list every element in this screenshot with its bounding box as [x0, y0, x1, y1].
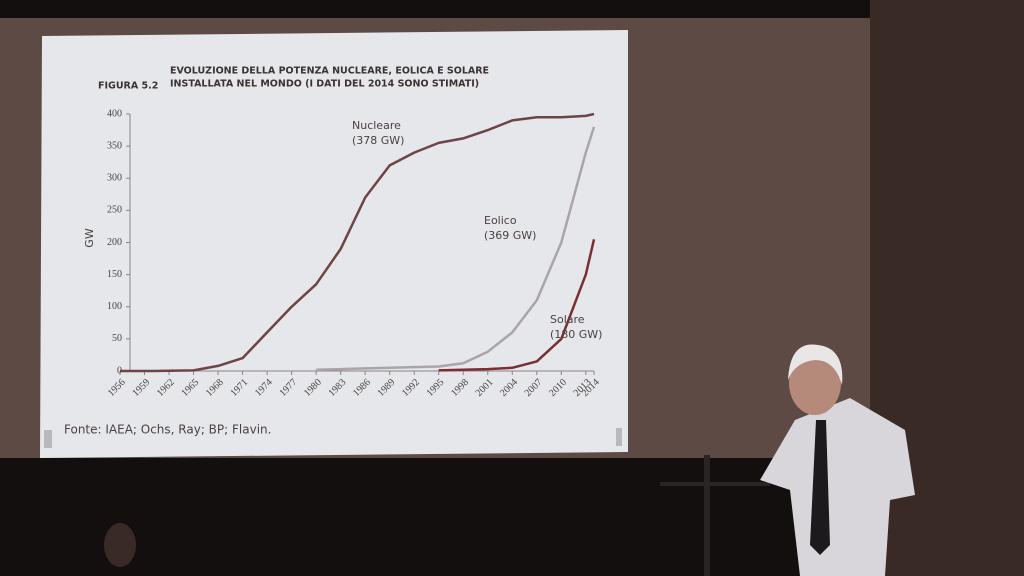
y-tick-label: 200 — [107, 237, 122, 248]
y-tick-label: 250 — [107, 205, 122, 216]
y-tick-label: 150 — [107, 269, 122, 280]
slide — [40, 30, 628, 458]
chart-title: EVOLUZIONE DELLA POTENZA NUCLEARE, EOLIC… — [170, 66, 489, 77]
series-line — [438, 239, 596, 372]
y-tick-label: 0 — [117, 365, 122, 376]
y-axis-label: GW — [83, 228, 96, 248]
series-name: Nucleare — [352, 119, 401, 132]
series-name: Solare — [550, 313, 585, 326]
speaker-hair — [788, 344, 843, 385]
microphone-stand — [704, 455, 710, 576]
chart-title: INSTALLATA NEL MONDO (I DATI DEL 2014 SO… — [170, 79, 479, 90]
y-tick-label: 400 — [107, 108, 122, 119]
series-label: (378 GW) — [352, 134, 404, 147]
series-name: Eolico — [484, 214, 517, 227]
series-label: (180 GW) — [550, 328, 602, 341]
lectern — [660, 482, 770, 486]
figure-label: FIGURA 5.2 — [98, 81, 158, 92]
speaker-tie — [810, 420, 830, 555]
y-tick-label: 300 — [107, 173, 122, 184]
audience-head — [104, 523, 136, 567]
scroll-mark — [616, 428, 622, 446]
source: Fonte: IAEA; Ochs, Ray; BP; Flavin. — [64, 423, 271, 437]
series-line — [316, 126, 596, 371]
series-line — [120, 112, 595, 373]
y-tick-label: 50 — [112, 333, 122, 344]
y-tick-label: 350 — [107, 140, 122, 151]
scroll-mark — [44, 430, 52, 448]
speaker-head — [789, 351, 841, 415]
speaker-shirt — [760, 398, 915, 576]
series-label: (369 GW) — [484, 229, 536, 242]
y-tick-label: 100 — [107, 301, 122, 312]
